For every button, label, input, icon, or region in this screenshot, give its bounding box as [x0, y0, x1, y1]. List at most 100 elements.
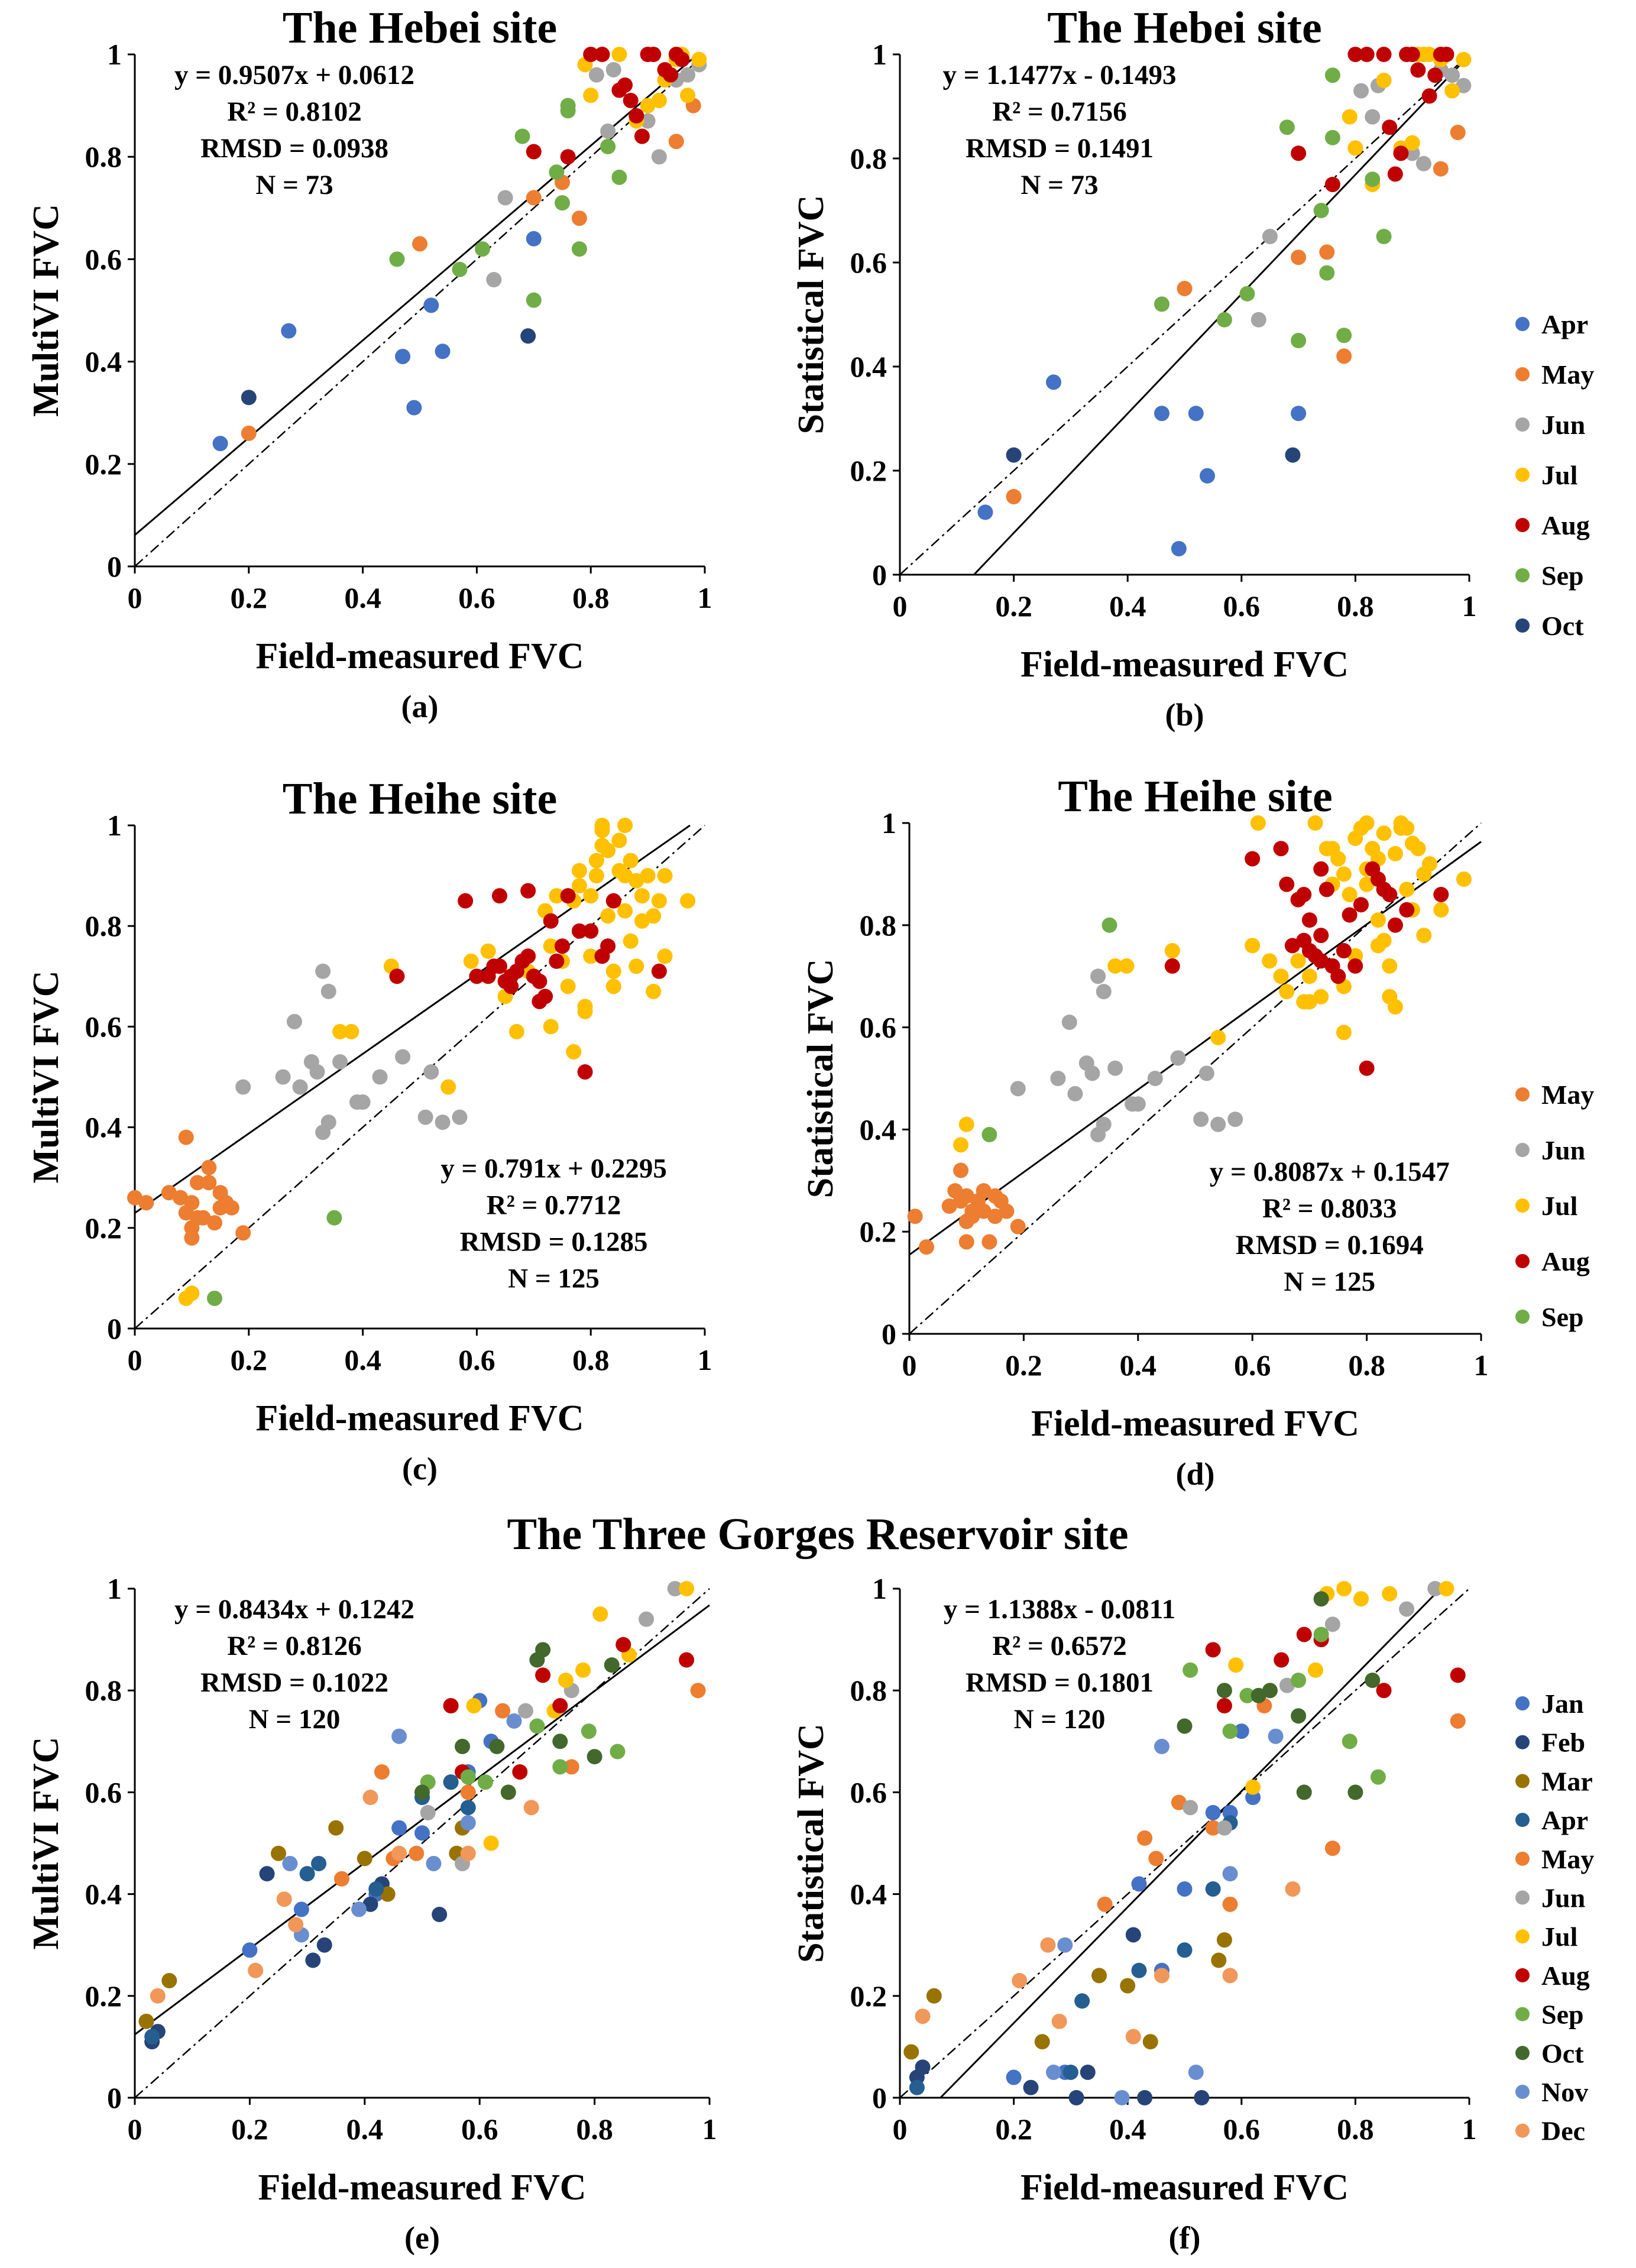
- x-tick-label: 0.8: [572, 581, 610, 614]
- data-point: [1313, 953, 1329, 969]
- x-tick-label: 1: [698, 1343, 712, 1376]
- data-point: [976, 1183, 992, 1199]
- data-point: [1439, 1581, 1454, 1596]
- legend-label: Aug: [1541, 1246, 1590, 1276]
- data-point: [634, 888, 650, 904]
- data-point: [604, 1657, 620, 1673]
- data-point: [1125, 1927, 1141, 1943]
- series-oct: [414, 1642, 620, 1800]
- regression-line: [909, 841, 1482, 1256]
- data-point: [362, 1896, 378, 1912]
- y-tick-label: 1: [107, 38, 122, 71]
- annotation-line: RMSD = 0.1491: [966, 133, 1154, 164]
- legend-marker: [1515, 1813, 1530, 1828]
- x-tick-label: 0.6: [1234, 1349, 1271, 1382]
- data-point: [477, 1774, 493, 1790]
- data-point: [583, 888, 599, 904]
- data-point: [1200, 468, 1216, 484]
- legend-marker: [1515, 317, 1530, 331]
- annotation-line: y = 0.791x + 0.2295: [440, 1154, 667, 1184]
- data-point: [1324, 1841, 1340, 1856]
- data-point: [1061, 1014, 1077, 1030]
- legend-label: Jul: [1541, 460, 1577, 490]
- legend-marker: [1515, 1968, 1530, 1982]
- data-point: [412, 236, 427, 252]
- x-axis-title: Field-measured FVC: [1021, 644, 1349, 685]
- x-tick-label: 0: [893, 589, 908, 623]
- data-point: [1336, 328, 1352, 344]
- data-point: [1279, 876, 1295, 892]
- data-point: [1353, 897, 1369, 913]
- x-tick-label: 0.2: [1005, 1349, 1042, 1382]
- data-point: [651, 963, 667, 979]
- series-aug: [1291, 47, 1454, 192]
- legend-label: Aug: [1541, 1961, 1590, 1991]
- data-point: [1387, 999, 1403, 1015]
- x-tick-label: 1: [698, 581, 712, 614]
- data-point: [646, 47, 662, 62]
- y-tick-label: 0: [107, 550, 122, 583]
- data-point: [1068, 2090, 1084, 2105]
- y-tick-label: 0.6: [85, 1775, 122, 1809]
- data-point: [463, 953, 479, 969]
- y-axis-title: MultiVI FVC: [26, 204, 66, 417]
- series-dec: [915, 1881, 1301, 2045]
- data-point: [1433, 886, 1449, 902]
- data-point: [1210, 1029, 1226, 1045]
- legend-marker: [1515, 518, 1530, 532]
- panel-a: 0 0.2 0.4 0.6 0.8 1 0 0.2 0.4 0.6 0.8 1 y = 0.9507x …: [26, 3, 712, 724]
- data-point: [560, 979, 576, 994]
- data-point: [466, 1698, 482, 1714]
- data-point: [549, 164, 565, 180]
- data-point: [651, 92, 667, 108]
- y-tick-label: 0: [882, 1317, 896, 1350]
- data-point: [617, 868, 633, 884]
- y-tick-label: 0.6: [860, 1011, 897, 1044]
- data-point: [1222, 1866, 1238, 1882]
- data-point: [497, 190, 513, 206]
- series-may: [1097, 1698, 1466, 1912]
- data-point: [435, 344, 451, 359]
- data-point: [1142, 2034, 1158, 2050]
- data-point: [389, 251, 405, 267]
- data-point: [1227, 1112, 1243, 1127]
- data-point: [391, 1820, 407, 1836]
- data-point: [423, 1064, 439, 1080]
- data-point: [611, 832, 627, 848]
- y-tick-label: 0: [872, 558, 887, 591]
- data-point: [1285, 447, 1301, 463]
- panel-title: The Heihe site: [283, 774, 557, 824]
- data-point: [563, 1759, 579, 1775]
- data-point: [583, 47, 599, 62]
- data-point: [958, 1234, 974, 1250]
- series-apr: [212, 231, 542, 452]
- data-point: [1336, 943, 1352, 958]
- annotation-line: RMSD = 0.1022: [200, 1667, 388, 1698]
- data-point: [1421, 856, 1437, 872]
- x-tick-label: 0.2: [231, 1343, 268, 1376]
- data-point: [1301, 994, 1317, 1010]
- data-point: [1107, 1060, 1123, 1076]
- data-point: [535, 1667, 551, 1683]
- data-point: [1342, 886, 1358, 902]
- data-point: [575, 1662, 591, 1678]
- x-tick-label: 0: [128, 581, 142, 614]
- data-point: [293, 1901, 309, 1917]
- data-point: [1177, 1881, 1193, 1897]
- data-point: [583, 88, 599, 103]
- series-may: [127, 1129, 251, 1246]
- data-point: [1154, 1738, 1170, 1754]
- x-tick-label: 0: [902, 1349, 917, 1382]
- legend-marker: [1515, 2007, 1530, 2021]
- legend-heihe: May Jun Jul Aug Sep: [1515, 1080, 1594, 1332]
- annotation-line: R² = 0.8126: [227, 1631, 362, 1661]
- data-point: [1296, 886, 1312, 902]
- data-point: [668, 134, 684, 150]
- data-point: [1359, 876, 1375, 892]
- y-tick-label: 0.2: [85, 1979, 122, 2013]
- legend-marker: [1515, 1735, 1530, 1749]
- data-point: [440, 1079, 456, 1095]
- data-point: [483, 1835, 499, 1851]
- data-point: [1262, 229, 1278, 244]
- data-point: [395, 1049, 411, 1065]
